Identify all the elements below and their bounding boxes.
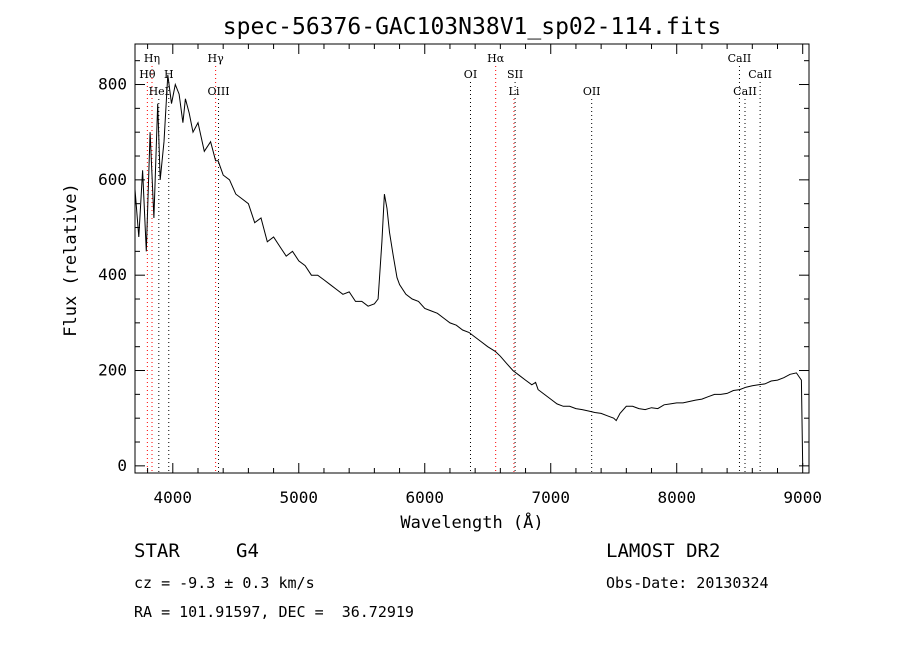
y-tick-label: 400: [98, 265, 127, 284]
spectral-line-label: Hη: [144, 52, 160, 65]
y-tick-label: 0: [117, 456, 127, 475]
y-tick-label: 600: [98, 170, 127, 189]
x-tick-label: 9000: [783, 488, 822, 507]
x-tick-label: 7000: [531, 488, 570, 507]
x-axis-label: Wavelength (Å): [400, 511, 543, 533]
spectral-line-label: CaII: [748, 68, 772, 81]
redshift-cz: cz = -9.3 ± 0.3 km/s: [134, 574, 315, 592]
x-tick-label: 4000: [154, 488, 193, 507]
object-type: STAR: [134, 540, 180, 562]
axis-ticks: 4000 5000 6000 7000 8000 9000 0 200 400 600 800: [98, 44, 822, 507]
spectral-line-label: Hθ: [139, 68, 156, 81]
spectral-line-label: HeI: [149, 85, 169, 98]
x-tick-label: 5000: [280, 488, 319, 507]
spectral-line-label: H: [164, 68, 174, 81]
x-tick-label: 6000: [405, 488, 444, 507]
y-tick-label: 200: [98, 361, 127, 380]
object-subclass: G4: [236, 540, 259, 562]
spectral-line-label: SII: [507, 68, 523, 81]
survey-name: LAMOST DR2: [606, 540, 721, 562]
spectral-line-label: CaII: [733, 85, 757, 98]
y-axis-label: Flux (relative): [61, 183, 81, 337]
spectral-line-label: OII: [583, 85, 601, 98]
spectral-line-label: Hγ: [208, 52, 225, 65]
plot-frame: [134, 43, 810, 474]
observation-date: Obs-Date: 20130324: [606, 574, 769, 592]
chart-title: spec-56376-GAC103N38V1_sp02-114.fits: [223, 14, 722, 40]
spectral-line-label: Li: [509, 85, 520, 98]
spectrum-series: [134, 74, 804, 466]
spectral-line-label: OI: [464, 68, 477, 81]
spectral-line-label: CaII: [728, 52, 752, 65]
coordinates: RA = 101.91597, DEC = 36.72919: [134, 603, 414, 621]
y-tick-label: 800: [98, 75, 127, 94]
spectrum-chart: spec-56376-GAC103N38V1_sp02-114.fits HηH…: [61, 14, 822, 533]
spectral-line-label: Hα: [487, 52, 505, 65]
x-tick-label: 8000: [657, 488, 696, 507]
spectral-line-label: OIII: [207, 85, 229, 98]
